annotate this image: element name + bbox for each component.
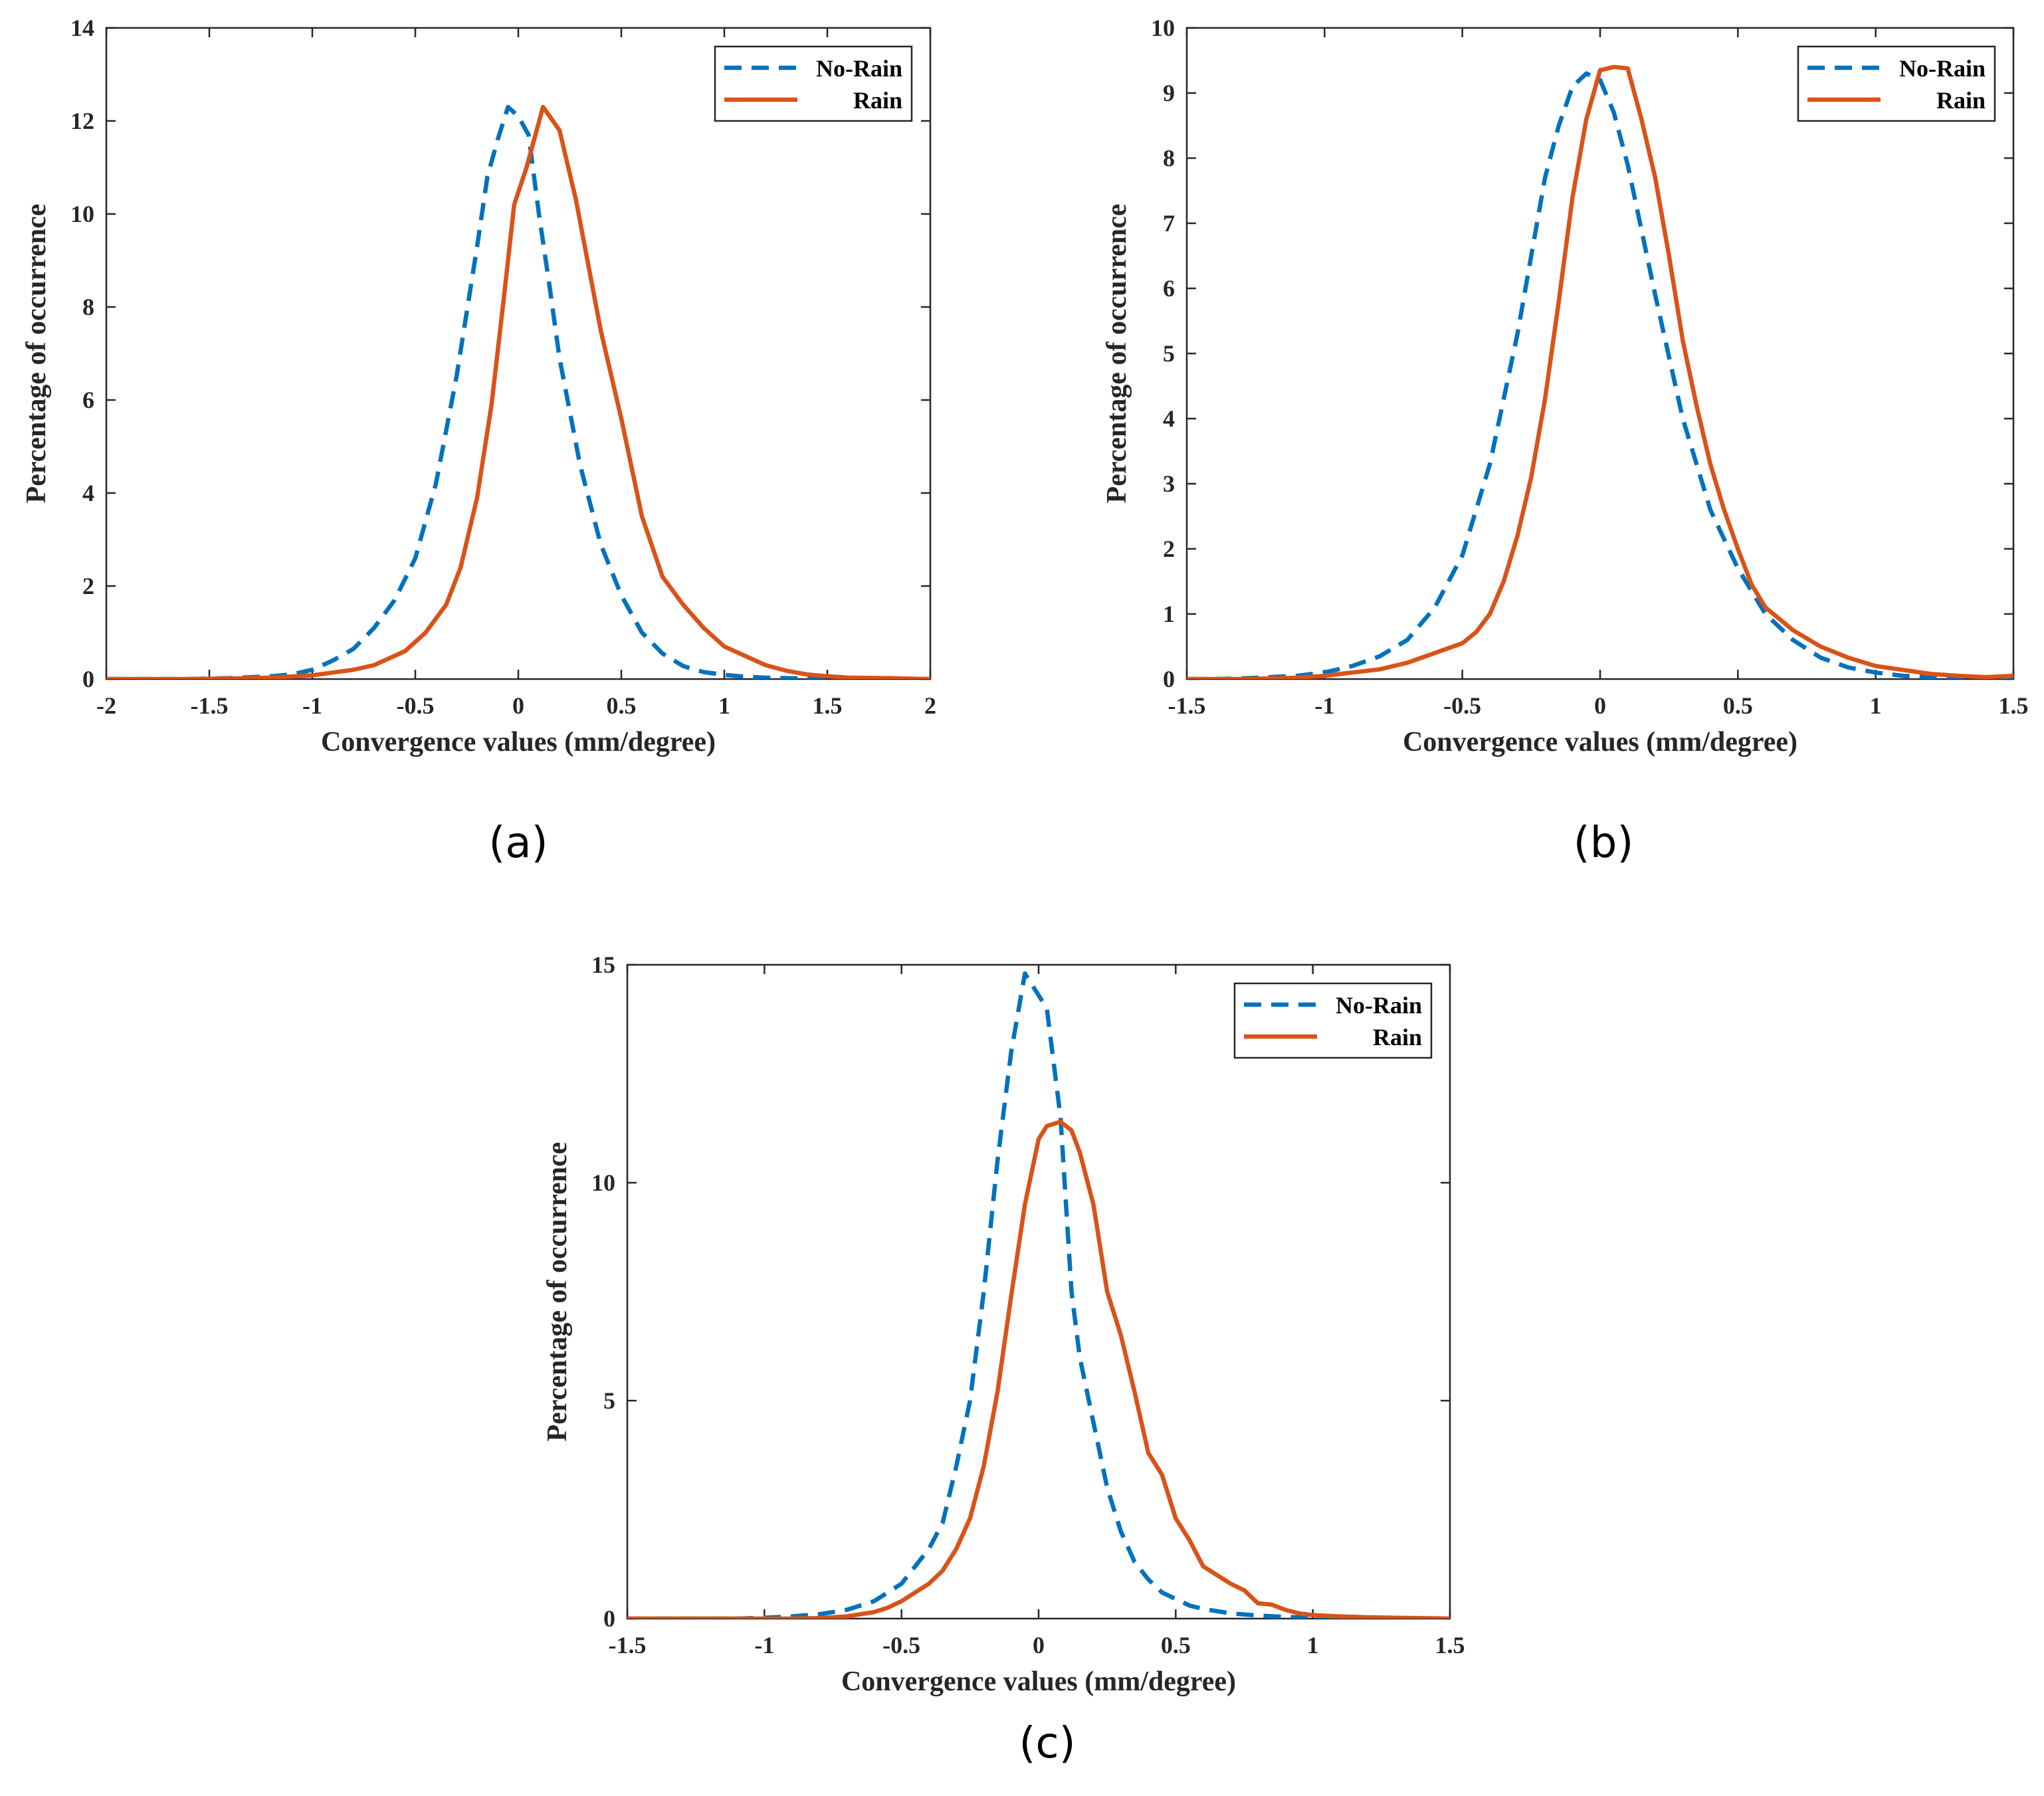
x-tick-label: 1 — [1870, 692, 1882, 719]
y-tick-label: 2 — [1163, 536, 1175, 562]
series-line-no-rain — [1187, 71, 2013, 679]
legend-box — [1797, 45, 1996, 122]
y-tick-label: 6 — [1163, 275, 1175, 302]
chart-panel-2: -1.5 -1 -0.5 0 0.5 1 1.5 0 5 10 15 Convergence valu… — [542, 951, 1465, 1768]
x-tick-label: -0.5 — [1443, 692, 1481, 719]
y-tick-label: 6 — [82, 387, 94, 413]
plot-frame — [626, 963, 1451, 1620]
x-axis-title: Convergence values (mm/degree) — [1403, 727, 1797, 757]
y-tick-label: 9 — [1163, 80, 1175, 106]
series-line-rain — [106, 104, 930, 679]
y-tick-label: 10 — [591, 1169, 615, 1196]
x-tick-label: -2 — [96, 692, 116, 719]
y-tick-label: 2 — [82, 573, 94, 599]
chart-panel-0: -2 -1.5 -1 -0.5 0 0.5 1 1.5 2 0 2 4 6 8 10 12 14 Converge… — [21, 15, 936, 868]
y-tick-label: 5 — [1163, 340, 1175, 367]
panel-label: (c) — [1019, 1719, 1075, 1768]
y-tick-label: 8 — [82, 294, 94, 320]
legend-label-rain: Rain — [1936, 87, 1986, 114]
legend-label-no-rain: No-Rain — [816, 55, 902, 82]
x-tick-label: 1.5 — [1999, 692, 2029, 719]
panel-label: (b) — [1574, 819, 1634, 868]
x-tick-label: -1 — [754, 1632, 774, 1658]
x-axis-title: Convergence values (mm/degree) — [841, 1666, 1236, 1697]
x-tick-label: 1.5 — [813, 692, 843, 719]
legend: No-Rain Rain — [1797, 45, 1996, 122]
y-tick-label: 1 — [1163, 601, 1175, 627]
plot-frame — [1185, 27, 2015, 680]
chart-panel-1: -1.5 -1 -0.5 0 0.5 1 1.5 0 1 2 3 4 5 6 7 8 9 10 Convergenc… — [1102, 15, 2029, 868]
legend: No-Rain Rain — [1233, 982, 1433, 1059]
y-axis-title: Percentage of occurrence — [1102, 204, 1132, 504]
y-tick-label: 12 — [70, 108, 94, 134]
y-tick-label: 5 — [603, 1387, 615, 1414]
panel-label: (a) — [488, 819, 548, 868]
legend-box — [1233, 982, 1433, 1059]
y-tick-label: 4 — [1163, 405, 1175, 432]
x-tick-label: 0 — [1033, 1632, 1045, 1658]
x-tick-label: -1 — [302, 692, 322, 719]
legend: No-Rain Rain — [714, 45, 913, 122]
series-line-no-rain — [627, 971, 1450, 1619]
y-tick-label: 0 — [1163, 666, 1175, 692]
x-tick-label: 1 — [718, 692, 730, 719]
x-tick-label: 0.5 — [1161, 1632, 1191, 1658]
y-tick-label: 0 — [82, 666, 94, 692]
x-tick-label: 2 — [924, 692, 936, 719]
y-tick-label: 8 — [1163, 145, 1175, 171]
x-tick-label: 0.5 — [1723, 692, 1753, 719]
y-tick-label: 3 — [1163, 470, 1175, 497]
x-tick-label: -1 — [1314, 692, 1334, 719]
series-line-no-rain — [106, 104, 930, 679]
y-tick-label: 10 — [70, 201, 94, 227]
x-axis-title: Convergence values (mm/degree) — [321, 727, 716, 757]
x-tick-label: -0.5 — [397, 692, 435, 719]
x-tick-label: -1.5 — [1168, 692, 1206, 719]
legend-label-no-rain: No-Rain — [1899, 55, 1986, 82]
y-axis-title: Percentage of occurrence — [21, 204, 52, 504]
y-tick-label: 0 — [603, 1605, 615, 1632]
series-line-rain — [627, 1119, 1450, 1619]
legend-label-rain: Rain — [853, 87, 902, 114]
plot-frame — [105, 27, 932, 680]
x-tick-label: 1 — [1307, 1632, 1319, 1658]
series-line-rain — [1187, 64, 2013, 679]
x-tick-label: 0.5 — [607, 692, 637, 719]
x-tick-label: -1.5 — [191, 692, 229, 719]
y-tick-label: 14 — [70, 15, 94, 41]
x-tick-label: 0 — [512, 692, 524, 719]
x-tick-label: -0.5 — [882, 1632, 920, 1658]
x-tick-label: -1.5 — [609, 1632, 647, 1658]
legend-label-rain: Rain — [1373, 1024, 1422, 1050]
y-tick-label: 4 — [82, 480, 94, 506]
y-tick-label: 10 — [1151, 15, 1175, 41]
y-axis-title: Percentage of occurrence — [542, 1142, 573, 1442]
legend-label-no-rain: No-Rain — [1336, 992, 1422, 1019]
legend-box — [714, 45, 913, 122]
y-tick-label: 7 — [1163, 210, 1175, 237]
x-tick-label: 0 — [1594, 692, 1606, 719]
y-tick-label: 15 — [591, 951, 615, 978]
x-tick-label: 1.5 — [1435, 1632, 1465, 1658]
